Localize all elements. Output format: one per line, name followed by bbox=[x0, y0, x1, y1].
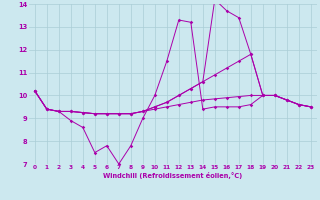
X-axis label: Windchill (Refroidissement éolien,°C): Windchill (Refroidissement éolien,°C) bbox=[103, 172, 243, 179]
